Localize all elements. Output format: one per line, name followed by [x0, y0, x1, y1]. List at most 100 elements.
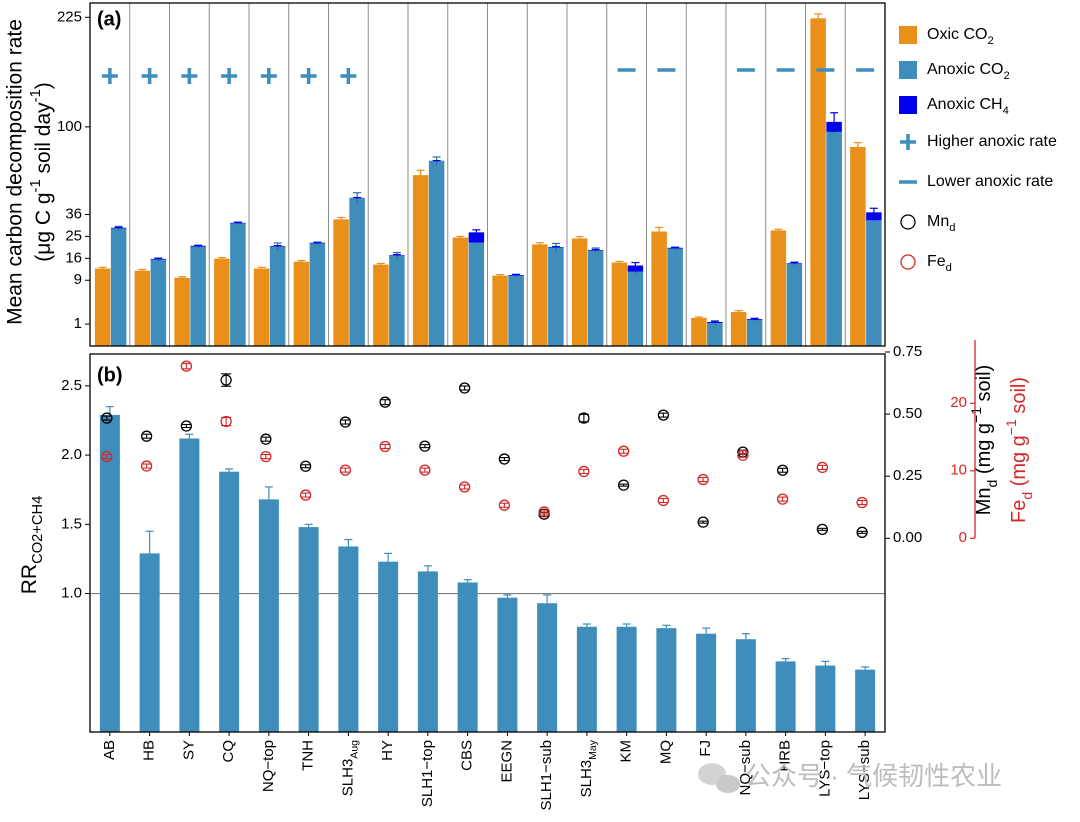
- legend-swatch: [899, 96, 917, 114]
- x-tick-label: SLH1−top: [419, 740, 436, 807]
- bar: [656, 628, 677, 732]
- bar: [293, 261, 310, 346]
- y2-axis-label-part: (mg g: [973, 423, 995, 480]
- point: [816, 461, 829, 474]
- bar: [616, 626, 637, 732]
- x-tick-label-part: May: [587, 739, 599, 760]
- bar: [775, 661, 796, 732]
- point: [140, 460, 153, 472]
- bar: [174, 277, 190, 346]
- bar: [826, 131, 842, 346]
- point: [260, 433, 272, 445]
- bar: [298, 527, 319, 732]
- bar: [253, 268, 270, 346]
- plot-frame: [89, 353, 886, 733]
- x-tick-label: MQ: [657, 740, 674, 764]
- y3-tick-label: 10: [950, 462, 967, 479]
- point: [180, 420, 193, 432]
- bar: [452, 237, 469, 346]
- point: [578, 412, 590, 424]
- point: [220, 374, 232, 386]
- legend-label-part: 2: [1003, 70, 1009, 82]
- bar: [770, 230, 787, 346]
- bar: [457, 582, 478, 732]
- y2-axis-label-part: −1: [968, 407, 984, 423]
- y-tick-label: 36: [65, 205, 82, 222]
- legend-label-part: Anoxic CH: [927, 96, 1003, 113]
- y3-tick-label: 20: [950, 394, 967, 411]
- legend-label: Fed: [927, 253, 952, 274]
- bar: [179, 438, 200, 732]
- y3-axis-label-part: Fe: [1008, 500, 1030, 523]
- y3-axis-label-part: (mg g: [1008, 435, 1030, 492]
- bar: [627, 265, 644, 272]
- x-tick-label-part: SLH3: [578, 760, 595, 798]
- bar: [508, 275, 524, 346]
- y3-axis-label-part: −1: [1003, 419, 1019, 435]
- bar: [412, 175, 429, 346]
- y-axis-label-part: ): [32, 82, 55, 89]
- x-tick-label: NQ−top: [260, 740, 277, 792]
- point: [538, 506, 550, 518]
- panel-label: (b): [97, 364, 123, 386]
- x-tick-label: HRB: [777, 740, 794, 772]
- point: [299, 489, 312, 501]
- x-tick-label: TNH: [300, 740, 317, 771]
- bar: [691, 317, 707, 346]
- bar: [309, 243, 326, 346]
- x-tick-label: CBS: [459, 740, 476, 771]
- bar: [815, 665, 836, 732]
- bar: [219, 471, 240, 732]
- legend-label: Lower anoxic rate: [927, 173, 1053, 190]
- bar: [587, 250, 604, 346]
- y2-tick-label: 0.00: [893, 529, 922, 546]
- bar: [730, 312, 747, 346]
- point: [180, 360, 193, 372]
- y-axis-label-part: -1: [28, 179, 44, 192]
- point: [379, 440, 391, 453]
- legend-label: Oxic CO2: [927, 26, 994, 47]
- y2-axis-label-part: soil): [973, 365, 995, 407]
- point: [737, 449, 749, 461]
- point: [697, 516, 709, 528]
- point: [856, 526, 868, 538]
- bar: [338, 546, 359, 732]
- bar: [850, 146, 866, 346]
- x-tick-label: SLH3May: [578, 739, 599, 797]
- bar: [492, 275, 508, 346]
- legend-swatch: [899, 26, 917, 44]
- y-axis-label: Mean carbon decomposition rate: [4, 19, 27, 325]
- bar: [571, 238, 588, 346]
- y2-tick-label: 0.75: [893, 343, 922, 360]
- icon-bubble: [716, 775, 740, 793]
- x-tick-label: LYS−top: [816, 740, 833, 797]
- y3-axis-label: Fed (mg g−1 soil): [1003, 377, 1035, 523]
- point: [339, 464, 352, 476]
- x-tick-label: KM: [618, 740, 635, 763]
- bar: [468, 232, 485, 243]
- bar: [611, 262, 628, 346]
- legend-swatch: [900, 214, 916, 230]
- x-tick-label: EEGN: [498, 740, 515, 783]
- bar: [786, 263, 803, 346]
- point: [498, 499, 511, 511]
- point: [458, 481, 471, 493]
- bar: [810, 18, 826, 346]
- point: [776, 464, 789, 476]
- legend-label-part: Fe: [927, 253, 946, 270]
- bar: [651, 231, 667, 346]
- y-tick-label: 2.5: [61, 377, 82, 394]
- bar: [378, 561, 399, 732]
- legend-label-part: Anoxic CO: [927, 61, 1003, 78]
- bar: [110, 228, 127, 346]
- point: [617, 445, 630, 457]
- bar: [532, 244, 548, 346]
- bar: [389, 255, 405, 346]
- y3-tick-label: 0: [959, 529, 967, 546]
- bar: [333, 219, 349, 346]
- x-tick-label: HB: [141, 740, 158, 761]
- bar: [190, 246, 206, 346]
- x-tick-label: CQ: [220, 740, 237, 763]
- y2-axis-label: Mnd (mg g−1 soil): [968, 365, 1000, 515]
